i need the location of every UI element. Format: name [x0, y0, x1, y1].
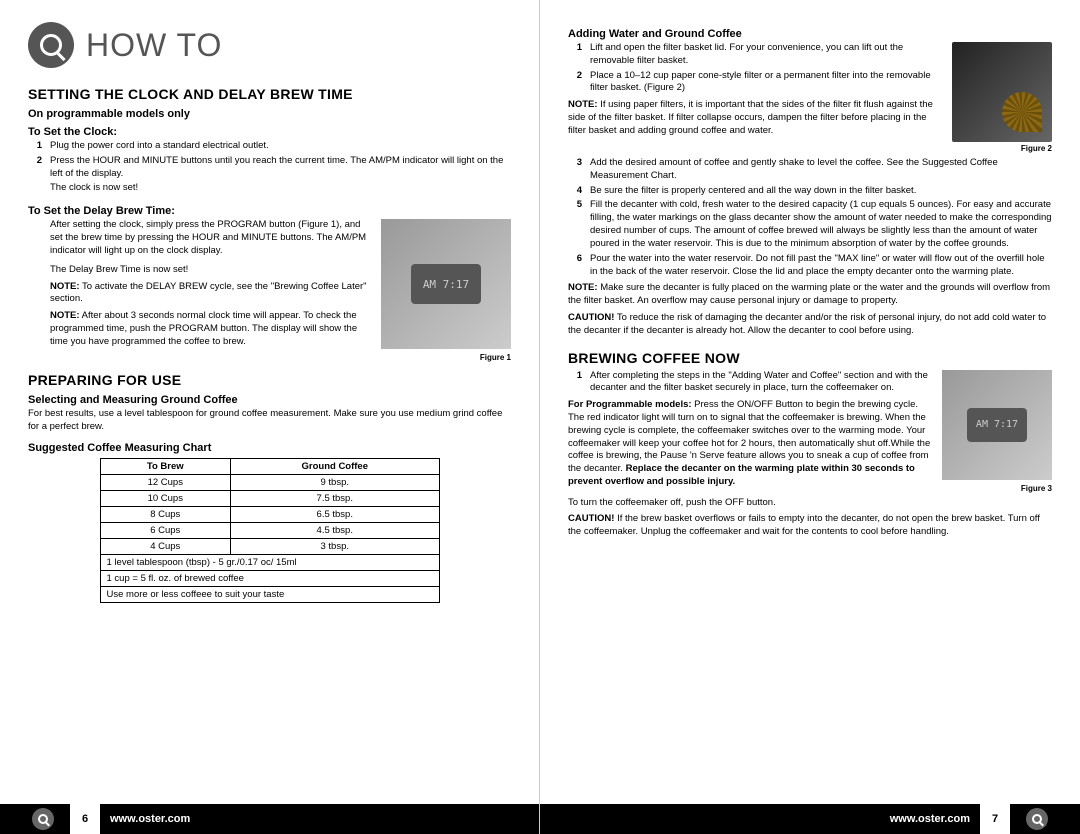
footer-magnifier-icon-r [1026, 808, 1048, 830]
footer-magnifier-icon [32, 808, 54, 830]
chart-r2c2: 7.5 tbsp. [231, 490, 439, 506]
caution2-label: CAUTION! [568, 513, 614, 524]
delay-done: The Delay Brew Time is now set! [50, 264, 378, 277]
figure-3-caption: Figure 3 [934, 484, 1052, 493]
footer-url-right: www.oster.com [890, 813, 970, 825]
prog-label: For Programmable models: [568, 399, 692, 410]
add-step-3: Add the desired amount of coffee and gen… [590, 157, 998, 181]
note1-text: To activate the DELAY BREW cycle, see th… [50, 281, 367, 305]
add-step-2: Place a 10–12 cup paper cone-style filte… [590, 70, 931, 94]
chart-h2: Ground Coffee [231, 458, 439, 474]
heading-brewing: BREWING COFFEE NOW [568, 350, 1052, 366]
page-7: Adding Water and Ground Coffee Figure 2 … [540, 0, 1080, 834]
chart-r1c1: 12 Cups [100, 474, 231, 490]
brew-steps: 1After completing the steps in the "Addi… [568, 370, 1052, 396]
footer-url-left: www.oster.com [110, 813, 190, 825]
add-step-4: Be sure the filter is properly centered … [590, 185, 916, 196]
figure-1: AM 7:17 [381, 219, 511, 349]
chart-note2: 1 cup = 5 fl. oz. of brewed coffee [100, 570, 439, 586]
figure-3-display: AM 7:17 [967, 408, 1027, 442]
footer-left: 6 www.oster.com [0, 804, 539, 834]
chart-r5c1: 4 Cups [100, 538, 231, 554]
note2-text: After about 3 seconds normal clock time … [50, 310, 357, 347]
add-steps-b: 3Add the desired amount of coffee and ge… [568, 157, 1052, 278]
chart-r4c1: 6 Cups [100, 522, 231, 538]
subhead-programmable: On programmable models only [28, 108, 511, 120]
measuring-chart: To BrewGround Coffee 12 Cups9 tbsp. 10 C… [100, 458, 440, 603]
heading-clock: SETTING THE CLOCK AND DELAY BREW TIME [28, 86, 511, 102]
chart-r1c2: 9 tbsp. [231, 474, 439, 490]
chart-r2c1: 10 Cups [100, 490, 231, 506]
note-dec: Make sure the decanter is fully placed o… [568, 282, 1050, 306]
add-step-1: Lift and open the filter basket lid. For… [590, 42, 903, 66]
page-6: HOW TO SETTING THE CLOCK AND DELAY BREW … [0, 0, 540, 834]
note-filter: If using paper filters, it is important … [568, 99, 933, 136]
subhead-adding: Adding Water and Ground Coffee [568, 28, 1052, 40]
page-number-7: 7 [980, 804, 1010, 834]
delay-p1: After setting the clock, simply press th… [50, 219, 378, 257]
chart-h1: To Brew [100, 458, 231, 474]
magnifier-icon [28, 22, 74, 68]
add-step-5: Fill the decanter with cold, fresh water… [590, 199, 1052, 248]
page-spread: HOW TO SETTING THE CLOCK AND DELAY BREW … [0, 0, 1080, 834]
caution1: To reduce the risk of damaging the decan… [568, 312, 1046, 336]
note-dec-label: NOTE: [568, 282, 598, 293]
subhead-chart: Suggested Coffee Measuring Chart [28, 442, 511, 454]
caution2: If the brew basket overflows or fails to… [568, 513, 1040, 537]
clock-done: The clock is now set! [50, 182, 511, 195]
figure-1-caption: Figure 1 [373, 353, 511, 362]
page-number-6: 6 [70, 804, 100, 834]
figure-1-display: AM 7:17 [411, 264, 481, 304]
add-step-6: Pour the water into the water reservoir.… [590, 253, 1045, 277]
brew-step-1: After completing the steps in the "Addin… [590, 370, 928, 394]
subhead-selecting: Selecting and Measuring Ground Coffee [28, 394, 511, 406]
note2-label: NOTE: [50, 310, 80, 321]
chart-note1: 1 level tablespoon (tbsp) - 5 gr./0.17 o… [100, 554, 439, 570]
howto-header: HOW TO [28, 22, 222, 68]
chart-r3c2: 6.5 tbsp. [231, 506, 439, 522]
chart-r4c2: 4.5 tbsp. [231, 522, 439, 538]
prep-p1: For best results, use a level tablespoon… [28, 408, 511, 434]
chart-r3c1: 8 Cups [100, 506, 231, 522]
caution1-label: CAUTION! [568, 312, 614, 323]
chart-note3: Use more or less coffeee to suit your ta… [100, 586, 439, 602]
clock-steps: 1Plug the power cord into a standard ele… [28, 140, 511, 180]
clock-step-1: Plug the power cord into a standard elec… [50, 140, 269, 151]
heading-preparing: PREPARING FOR USE [28, 372, 511, 388]
clock-step-2: Press the HOUR and MINUTE buttons until … [50, 155, 503, 179]
turnoff: To turn the coffeemaker off, push the OF… [568, 497, 1052, 510]
subhead-set-clock: To Set the Clock: [28, 126, 511, 138]
figure-2-caption: Figure 2 [944, 144, 1052, 153]
subhead-delay: To Set the Delay Brew Time: [28, 205, 511, 217]
howto-title: HOW TO [86, 27, 222, 64]
note-filter-label: NOTE: [568, 99, 598, 110]
chart-r5c2: 3 tbsp. [231, 538, 439, 554]
note1-label: NOTE: [50, 281, 80, 292]
footer-right: www.oster.com 7 [540, 804, 1080, 834]
